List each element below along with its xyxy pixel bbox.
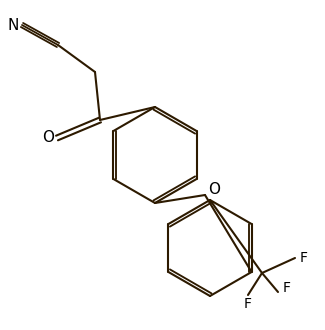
Text: O: O: [208, 182, 220, 197]
Text: O: O: [42, 130, 54, 146]
Text: F: F: [283, 281, 291, 295]
Text: F: F: [244, 297, 252, 311]
Text: F: F: [300, 251, 308, 265]
Text: N: N: [7, 17, 19, 32]
